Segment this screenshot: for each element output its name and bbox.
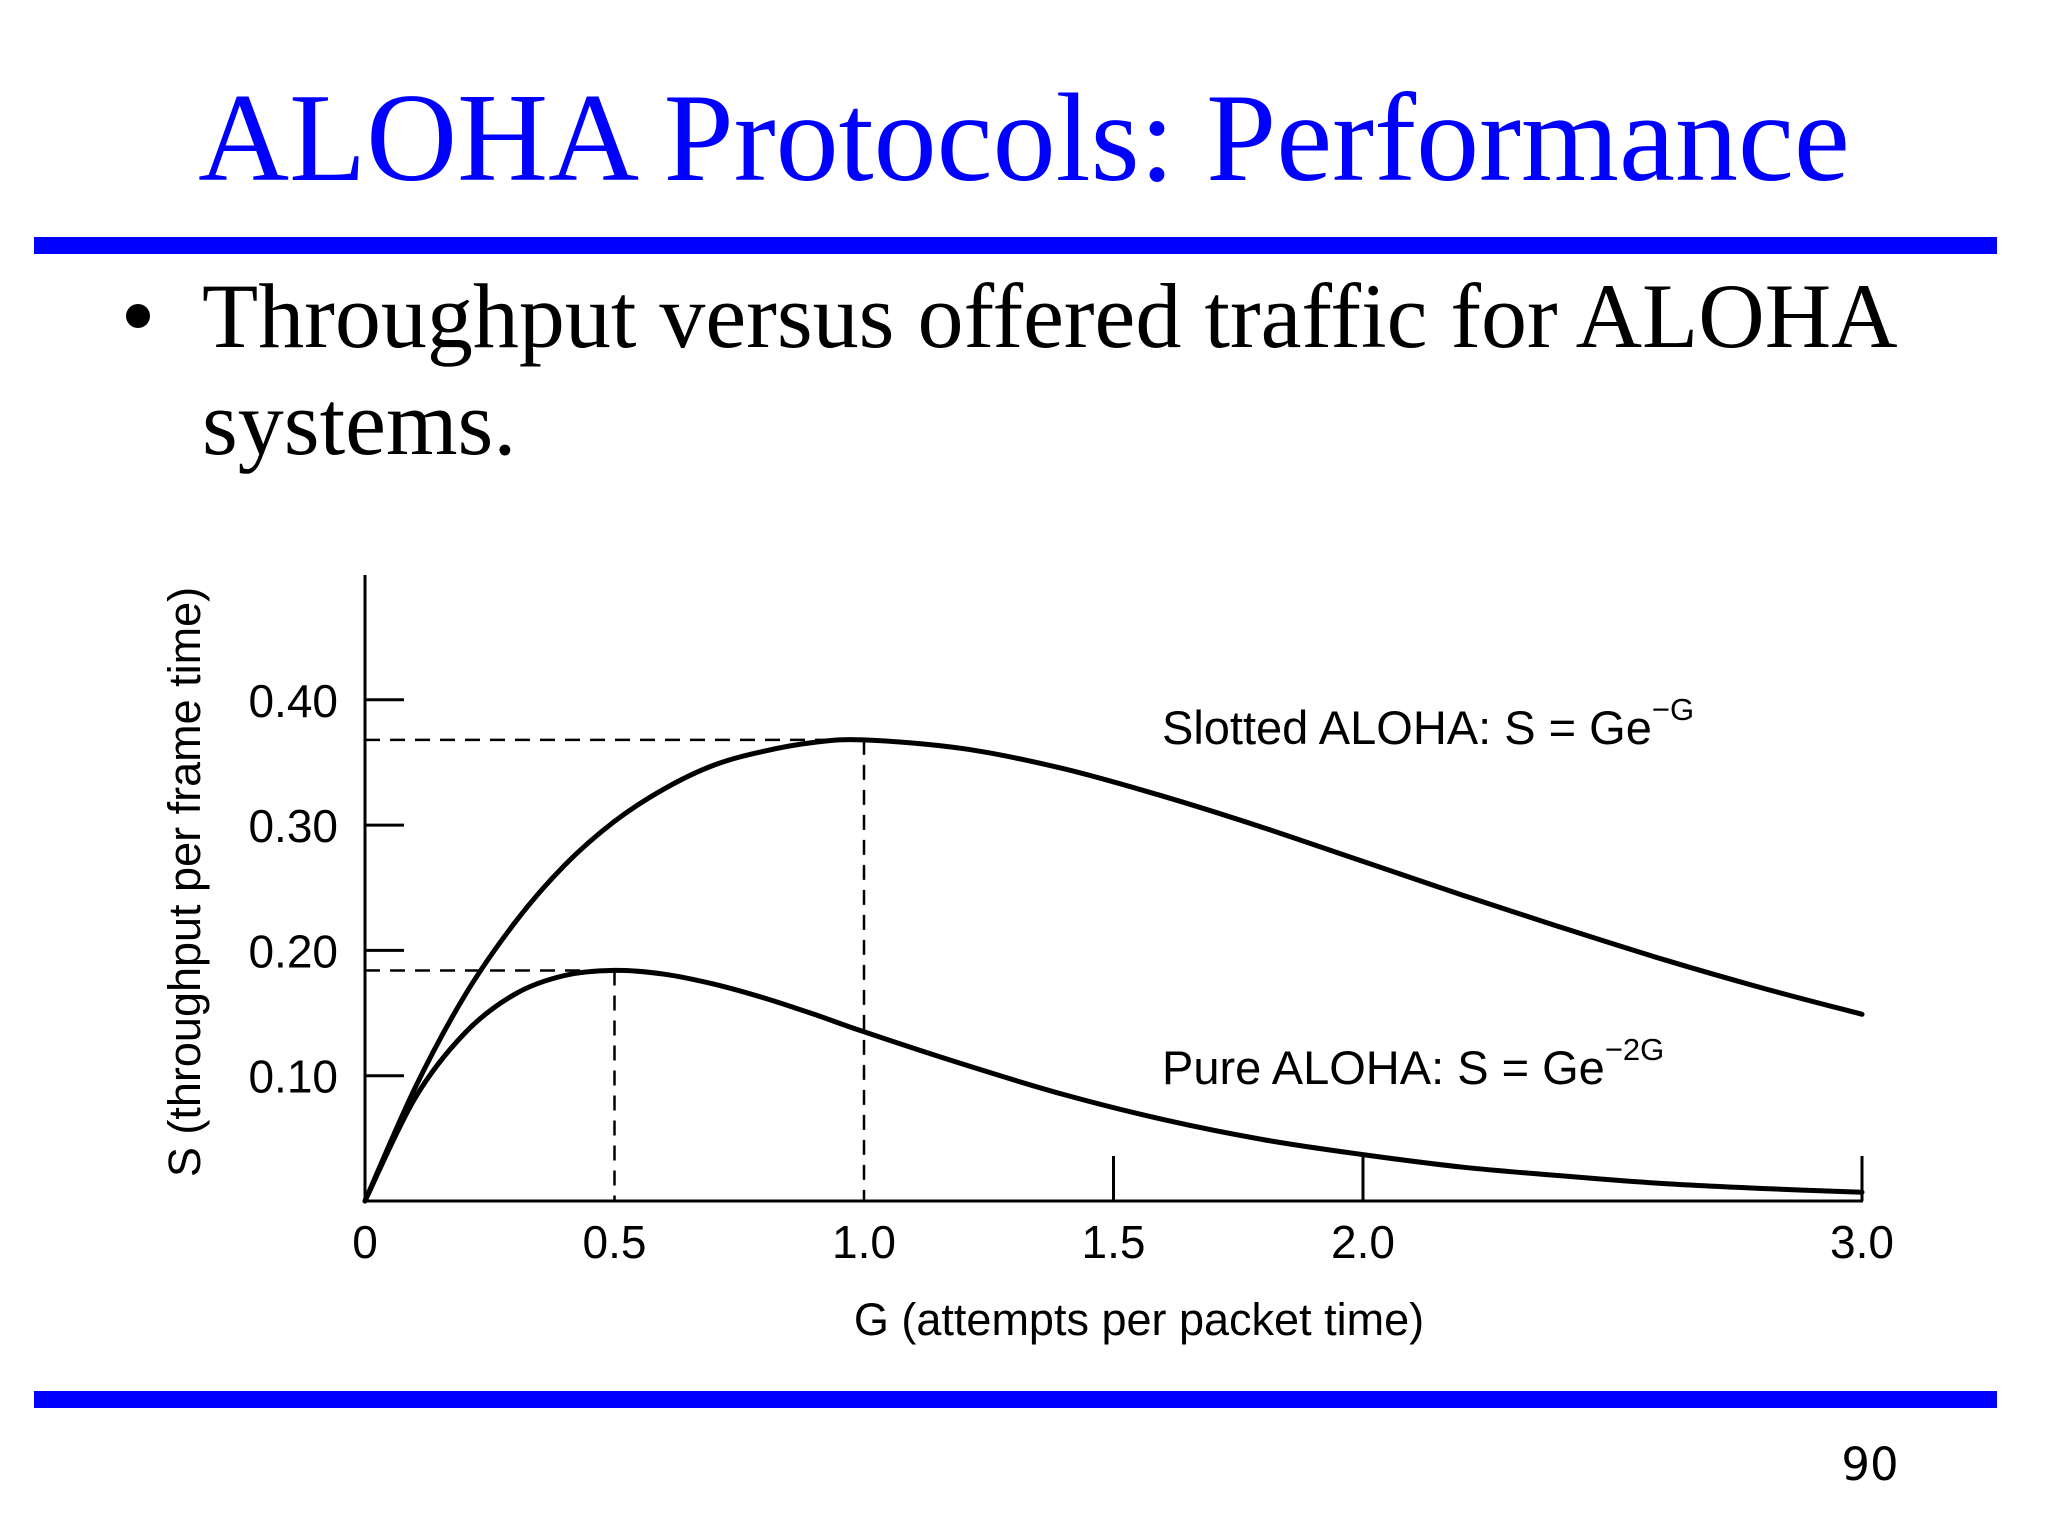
peak-guides xyxy=(365,738,866,1201)
top-divider xyxy=(34,237,1997,254)
page-number: 90 xyxy=(1841,1438,1899,1491)
slotted-aloha-label: Slotted ALOHA: S = Ge−G xyxy=(1162,692,1694,754)
x-tick-label: 0 xyxy=(352,1216,378,1268)
x-tick-label: 1.5 xyxy=(1082,1216,1146,1268)
slotted-aloha-curve xyxy=(362,737,1865,1204)
x-tick-label: 1.0 xyxy=(832,1216,896,1268)
pure-aloha-curve xyxy=(362,967,1865,1204)
x-ticks: 0 0.5 1.0 1.5 2.0 3.0 xyxy=(352,1156,1894,1268)
bullet-icon xyxy=(126,304,150,328)
x-axis-label: G (attempts per packet time) xyxy=(854,1294,1424,1345)
bottom-divider xyxy=(34,1391,1997,1408)
y-tick-label: 0.20 xyxy=(248,925,338,977)
x-tick-label: 2.0 xyxy=(1331,1216,1395,1268)
pure-exponent: −2G xyxy=(1605,1032,1664,1067)
y-tick-label: 0.30 xyxy=(248,800,338,852)
y-ticks: 0.10 0.20 0.30 0.40 xyxy=(248,675,404,1103)
y-axis-label: S (throughput per frame time) xyxy=(159,587,210,1177)
slide-title: ALOHA Protocols: Performance xyxy=(198,69,1850,208)
bullet-text: Throughput versus offered traffic for AL… xyxy=(202,265,1893,474)
x-tick-label: 0.5 xyxy=(583,1216,647,1268)
y-tick-label: 0.10 xyxy=(248,1051,338,1103)
slotted-exponent: −G xyxy=(1652,692,1694,727)
y-tick-label: 0.40 xyxy=(248,675,338,727)
x-tick-label: 3.0 xyxy=(1830,1216,1894,1268)
pure-aloha-label: Pure ALOHA: S = Ge−2G xyxy=(1162,1032,1664,1094)
